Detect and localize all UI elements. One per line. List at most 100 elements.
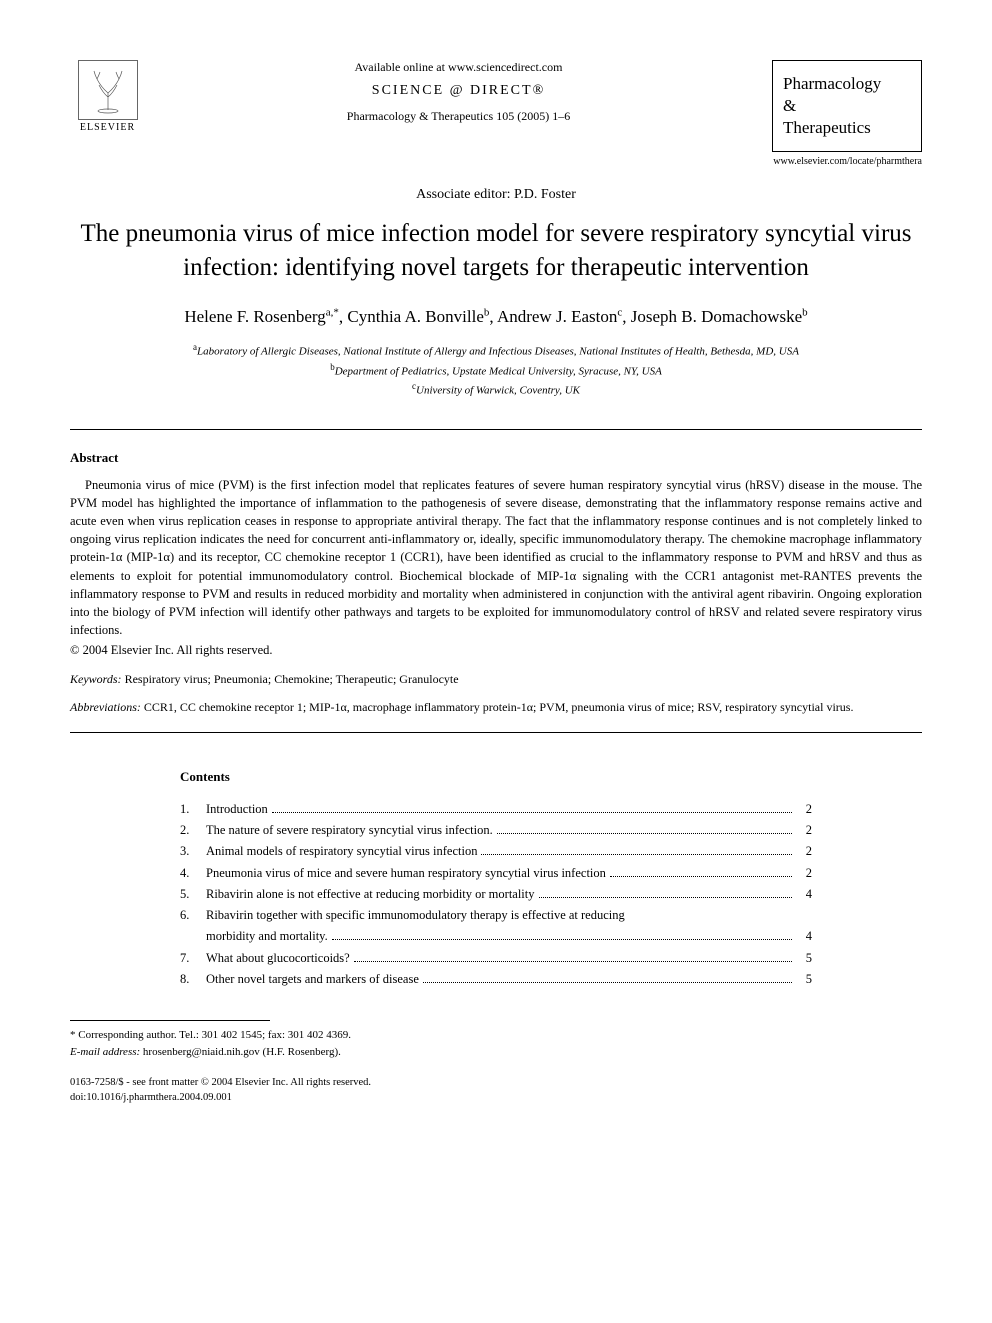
affiliation: cUniversity of Warwick, Coventry, UK — [70, 380, 922, 399]
contents-leader-dots — [354, 961, 792, 962]
contents-leader-dots — [497, 833, 792, 834]
contents-page: 5 — [796, 969, 812, 990]
affiliation: aLaboratory of Allergic Diseases, Nation… — [70, 341, 922, 360]
sd-left: SCIENCE — [372, 83, 444, 98]
journal-box-wrapper: Pharmacology & Therapeutics www.elsevier… — [772, 60, 922, 167]
keywords-text: Respiratory virus; Pneumonia; Chemokine;… — [122, 672, 459, 686]
email-value: hrosenberg@niaid.nih.gov (H.F. Rosenberg… — [140, 1046, 341, 1058]
abbreviations-line: Abbreviations: CCR1, CC chemokine recept… — [70, 699, 922, 716]
contents-num: 4. — [180, 863, 206, 884]
contents-title: Ribavirin together with specific immunom… — [206, 905, 625, 926]
contents-item: 8.Other novel targets and markers of dis… — [180, 969, 812, 990]
contents-title: morbidity and mortality. — [206, 926, 328, 947]
available-online-text: Available online at www.sciencedirect.co… — [165, 60, 752, 75]
contents-section: Contents 1.Introduction22.The nature of … — [180, 769, 812, 990]
abbreviations-text: CCR1, CC chemokine receptor 1; MIP-1α, m… — [141, 700, 854, 714]
contents-heading: Contents — [180, 769, 812, 785]
contents-title: The nature of severe respiratory syncyti… — [206, 820, 493, 841]
doi-line: doi:10.1016/j.pharmthera.2004.09.001 — [70, 1091, 922, 1106]
author-affiliation-sup: b — [484, 307, 490, 319]
contents-title: Introduction — [206, 799, 268, 820]
article-title: The pneumonia virus of mice infection mo… — [70, 217, 922, 285]
contents-num: 3. — [180, 841, 206, 862]
corresponding-author-footnote: * Corresponding author. Tel.: 301 402 15… — [70, 1027, 922, 1060]
contents-title: Ribavirin alone is not effective at redu… — [206, 884, 535, 905]
issn-line: 0163-7258/$ - see front matter © 2004 El… — [70, 1076, 922, 1091]
contents-item: 5.Ribavirin alone is not effective at re… — [180, 884, 812, 905]
elsevier-logo: ELSEVIER — [70, 60, 145, 133]
contents-page: 2 — [796, 841, 812, 862]
authors-line: Helene F. Rosenberga,*, Cynthia A. Bonvi… — [70, 307, 922, 328]
footnote-separator — [70, 1020, 270, 1021]
author: Helene F. Rosenberga,* — [184, 307, 339, 326]
contents-page: 4 — [796, 926, 812, 947]
email-line: E-mail address: hrosenberg@niaid.nih.gov… — [70, 1044, 922, 1061]
affiliation-sup: c — [412, 381, 416, 391]
affiliation-sup: a — [193, 342, 197, 352]
contents-leader-dots — [610, 876, 792, 877]
contents-page: 4 — [796, 884, 812, 905]
contents-title: Pneumonia virus of mice and severe human… — [206, 863, 606, 884]
journal-box-line3: Therapeutics — [783, 117, 911, 139]
abstract-section: Abstract Pneumonia virus of mice (PVM) i… — [70, 450, 922, 658]
affiliations: aLaboratory of Allergic Diseases, Nation… — [70, 341, 922, 398]
author: Joseph B. Domachowskeb — [631, 307, 808, 326]
contents-num: 8. — [180, 969, 206, 990]
affiliation-sup: b — [330, 362, 335, 372]
contents-page: 5 — [796, 948, 812, 969]
author: Cynthia A. Bonvilleb — [347, 307, 489, 326]
journal-title-box: Pharmacology & Therapeutics — [772, 60, 922, 152]
contents-list: 1.Introduction22.The nature of severe re… — [180, 799, 812, 990]
contents-num: 7. — [180, 948, 206, 969]
contents-num: 5. — [180, 884, 206, 905]
contents-leader-dots — [332, 939, 792, 940]
sd-right: DIRECT® — [470, 83, 545, 98]
contents-item: 2.The nature of severe respiratory syncy… — [180, 820, 812, 841]
contents-num: 1. — [180, 799, 206, 820]
sciencedirect-logo: SCIENCE @ DIRECT® — [165, 83, 752, 99]
abstract-copyright: © 2004 Elsevier Inc. All rights reserved… — [70, 643, 922, 658]
affiliation: bDepartment of Pediatrics, Upstate Medic… — [70, 361, 922, 380]
contents-leader-dots — [423, 982, 792, 983]
bottom-info: 0163-7258/$ - see front matter © 2004 El… — [70, 1076, 922, 1105]
contents-leader-dots — [272, 812, 792, 813]
author-affiliation-sup: a,* — [326, 307, 339, 319]
contents-leader-dots — [481, 854, 792, 855]
journal-box-line1: Pharmacology — [783, 73, 911, 95]
contents-num: 6. — [180, 905, 206, 926]
author-affiliation-sup: c — [617, 307, 622, 319]
abbreviations-label: Abbreviations: — [70, 700, 141, 714]
contents-title: What about glucocorticoids? — [206, 948, 350, 969]
journal-reference: Pharmacology & Therapeutics 105 (2005) 1… — [165, 109, 752, 124]
contents-item: 7.What about glucocorticoids? 5 — [180, 948, 812, 969]
contents-item: 6.Ribavirin together with specific immun… — [180, 905, 812, 926]
contents-num: 2. — [180, 820, 206, 841]
contents-item: 3.Animal models of respiratory syncytial… — [180, 841, 812, 862]
email-label: E-mail address: — [70, 1046, 140, 1058]
page-header: ELSEVIER Available online at www.science… — [70, 60, 922, 167]
rule-bottom — [70, 732, 922, 733]
keywords-line: Keywords: Respiratory virus; Pneumonia; … — [70, 672, 922, 687]
journal-box-line2: & — [783, 95, 911, 117]
elsevier-tree-icon — [78, 60, 138, 120]
keywords-label: Keywords: — [70, 672, 122, 686]
contents-title: Animal models of respiratory syncytial v… — [206, 841, 477, 862]
abstract-heading: Abstract — [70, 450, 922, 466]
rule-top — [70, 429, 922, 430]
contents-page: 2 — [796, 820, 812, 841]
contents-page: 2 — [796, 799, 812, 820]
contents-leader-dots — [539, 897, 792, 898]
contents-page: 2 — [796, 863, 812, 884]
abstract-text: Pneumonia virus of mice (PVM) is the fir… — [70, 476, 922, 639]
associate-editor: Associate editor: P.D. Foster — [70, 187, 922, 203]
journal-url: www.elsevier.com/locate/pharmthera — [772, 156, 922, 167]
contents-item: 4.Pneumonia virus of mice and severe hum… — [180, 863, 812, 884]
author: Andrew J. Eastonc — [497, 307, 622, 326]
contents-title: Other novel targets and markers of disea… — [206, 969, 419, 990]
corresponding-text: * Corresponding author. Tel.: 301 402 15… — [70, 1027, 922, 1044]
contents-item-continuation: morbidity and mortality. 4 — [180, 926, 812, 947]
center-header: Available online at www.sciencedirect.co… — [145, 60, 772, 124]
elsevier-label: ELSEVIER — [80, 122, 135, 133]
author-affiliation-sup: b — [802, 307, 808, 319]
contents-item: 1.Introduction 2 — [180, 799, 812, 820]
